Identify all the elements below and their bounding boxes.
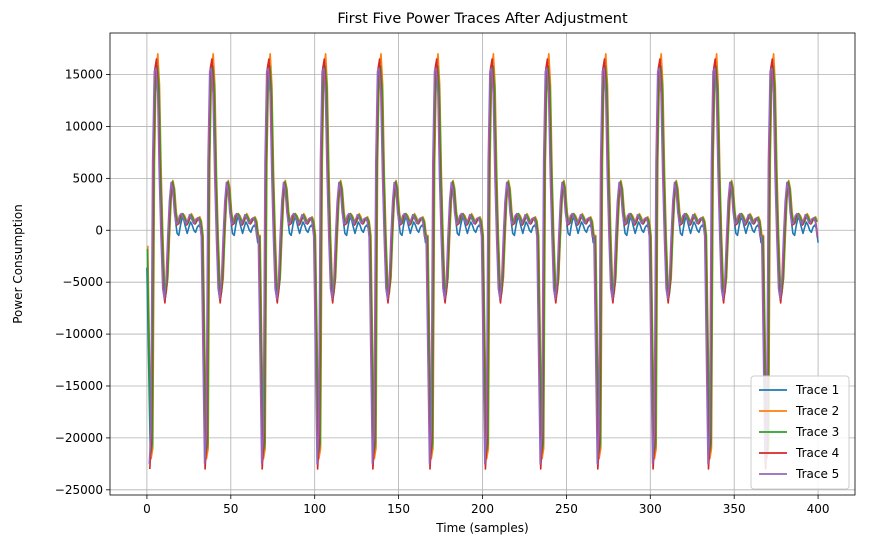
x-tick-label: 50: [223, 502, 238, 516]
x-tick-label: 400: [807, 502, 830, 516]
y-tick-label: 15000: [65, 68, 103, 82]
legend-label: Trace 5: [795, 467, 839, 481]
y-tick-label: −15000: [55, 379, 103, 393]
x-tick-label: 150: [387, 502, 410, 516]
x-axis-title: Time (samples): [435, 521, 528, 535]
y-tick-label: −10000: [55, 327, 103, 341]
legend-label: Trace 3: [795, 425, 839, 439]
legend-box: [750, 375, 850, 490]
x-tick-label: 0: [143, 502, 151, 516]
y-tick-label: 5000: [72, 171, 103, 185]
y-axis-ticks: −25000 −20000 −15000 −10000 −5000 0 5000 10000 1…: [55, 68, 110, 497]
x-tick-label: 250: [555, 502, 578, 516]
x-tick-label: 100: [303, 502, 326, 516]
series-line-trace-5: [148, 67, 818, 465]
x-tick-label: 350: [723, 502, 746, 516]
x-tick-label: 200: [471, 502, 494, 516]
chart-title: First Five Power Traces After Adjustment: [337, 11, 628, 27]
y-tick-label: 0: [95, 223, 103, 237]
series-lines: [146, 53, 819, 470]
y-axis-title: Power Consumption: [11, 204, 25, 324]
y-tick-label: −5000: [62, 275, 103, 289]
x-tick-label: 300: [639, 502, 662, 516]
x-axis-ticks: 0 50 100 150 200 250 300 350 400: [143, 495, 830, 516]
y-tick-label: −20000: [55, 431, 103, 445]
legend-label: Trace 4: [795, 446, 839, 460]
legend: Trace 1 Trace 2 Trace 3 Trace 4 Trace 5: [750, 375, 850, 490]
y-tick-label: 10000: [65, 119, 103, 133]
legend-label: Trace 1: [795, 383, 839, 397]
legend-label: Trace 2: [795, 404, 839, 418]
y-tick-label: −25000: [55, 483, 103, 497]
